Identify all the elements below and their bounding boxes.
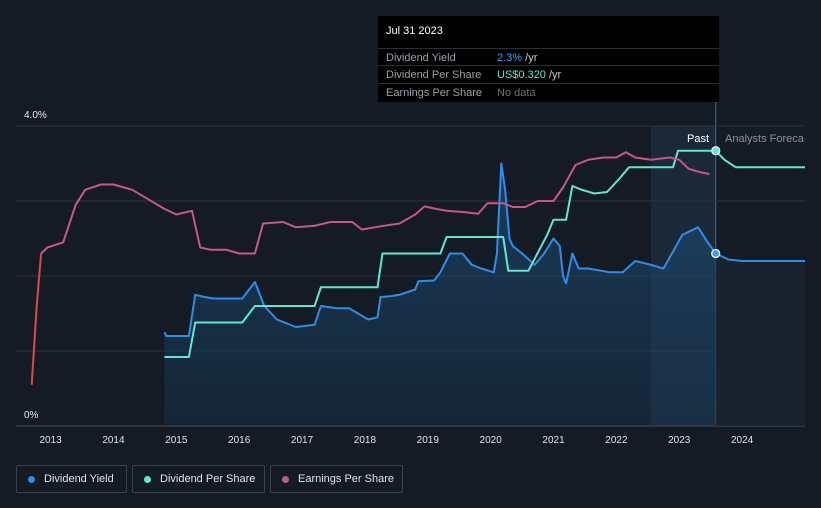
x-tick-label-2015: 2015 bbox=[165, 435, 188, 446]
x-tick-label-2024: 2024 bbox=[731, 435, 754, 446]
legend-label: Dividend Yield bbox=[44, 473, 114, 485]
forecast-label: Analysts Foreca bbox=[725, 133, 805, 145]
tooltip-value: US$0.320 /yr bbox=[497, 69, 561, 81]
y-tick-label-bottom: 0% bbox=[24, 410, 39, 421]
x-tick-label-2022: 2022 bbox=[605, 435, 628, 446]
tooltip-label: Dividend Yield bbox=[386, 52, 456, 64]
tooltip-date: Jul 31 2023 bbox=[386, 25, 443, 37]
tooltip-value-unit: /yr bbox=[545, 69, 562, 81]
dividend-yield-marker bbox=[711, 248, 721, 259]
x-tick-label-2019: 2019 bbox=[417, 435, 440, 446]
legend-item-earnings-per-share[interactable]: Earnings Per Share bbox=[270, 465, 403, 493]
dividend-per-share-line bbox=[164, 149, 716, 358]
tooltip-label: Earnings Per Share bbox=[386, 87, 482, 99]
x-tick-label-2013: 2013 bbox=[39, 435, 62, 446]
legend-item-dividend-per-share[interactable]: Dividend Per Share bbox=[132, 465, 265, 493]
tooltip-value-unit: /yr bbox=[522, 52, 538, 64]
past-label: Past bbox=[687, 133, 709, 145]
dividend-per-share-forecast-line bbox=[714, 150, 805, 169]
dividend-yield-area bbox=[164, 163, 716, 426]
x-tick-label-2021: 2021 bbox=[542, 435, 565, 446]
legend-label: Dividend Per Share bbox=[160, 473, 256, 485]
legend-item-dividend-yield[interactable]: Dividend Yield bbox=[16, 465, 127, 493]
tooltip-value-number: 2.3% bbox=[497, 52, 523, 64]
legend-dot-dividend-per-share bbox=[144, 476, 151, 483]
earnings-per-share-negative-line bbox=[30, 253, 43, 385]
dividend-yield-forecast-area bbox=[715, 253, 805, 426]
legend-label: Earnings Per Share bbox=[298, 473, 394, 485]
earnings-per-share-line bbox=[40, 151, 710, 255]
tooltip-value-number: US$0.320 bbox=[497, 69, 546, 81]
dividend-yield-line bbox=[163, 162, 717, 337]
tooltip-value: 2.3% /yr bbox=[497, 52, 537, 64]
x-tick-label-2016: 2016 bbox=[228, 435, 251, 446]
x-tick-label-2017: 2017 bbox=[291, 435, 314, 446]
dividend-per-share-marker bbox=[711, 146, 721, 156]
hover-tooltip: Jul 31 2023 Dividend Yield 2.3% /yr Divi… bbox=[378, 16, 719, 102]
tooltip-row-dividend-yield: Dividend Yield 2.3% /yr bbox=[378, 48, 719, 67]
x-tick-label-2023: 2023 bbox=[668, 435, 691, 446]
x-tick-label-2018: 2018 bbox=[354, 435, 377, 446]
x-tick-label-2014: 2014 bbox=[102, 435, 125, 446]
tooltip-label: Dividend Per Share bbox=[386, 69, 482, 81]
y-tick-label-top: 4.0% bbox=[24, 110, 47, 121]
tooltip-row-earnings-per-share: Earnings Per Share No data bbox=[378, 83, 719, 102]
legend-dot-dividend-yield bbox=[28, 476, 35, 483]
legend-dot-earnings-per-share bbox=[282, 476, 289, 483]
x-tick-label-2020: 2020 bbox=[480, 435, 503, 446]
tooltip-value: No data bbox=[497, 87, 536, 99]
tooltip-value-number: No data bbox=[497, 87, 536, 99]
tooltip-row-dividend-per-share: Dividend Per Share US$0.320 /yr bbox=[378, 65, 719, 84]
dividend-yield-forecast-line bbox=[715, 252, 805, 262]
